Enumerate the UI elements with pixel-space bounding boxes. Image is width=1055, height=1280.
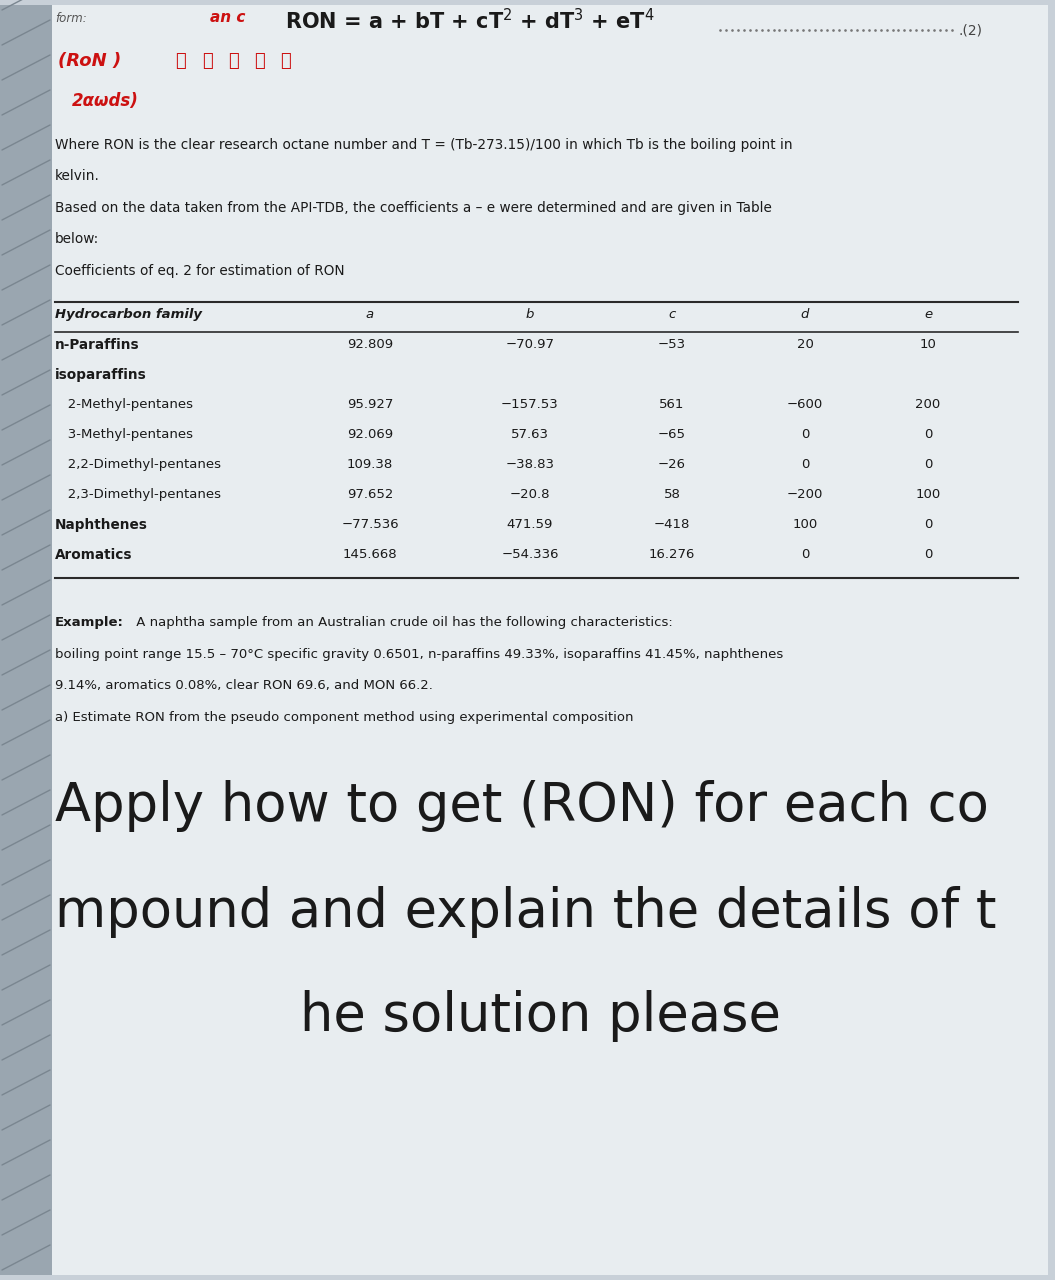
Text: an c: an c <box>210 10 246 26</box>
Text: 57.63: 57.63 <box>511 428 549 442</box>
Text: he solution please: he solution please <box>300 991 781 1042</box>
Text: 100: 100 <box>792 518 818 531</box>
Text: (RoN ): (RoN ) <box>58 52 121 70</box>
Text: e: e <box>924 308 932 321</box>
Text: below:: below: <box>55 233 99 247</box>
Text: −200: −200 <box>787 488 823 500</box>
Text: 95.927: 95.927 <box>347 398 394 411</box>
Text: boiling point range 15.5 – 70°C specific gravity 0.6501, n-paraffins 49.33%, iso: boiling point range 15.5 – 70°C specific… <box>55 648 783 660</box>
Text: −77.536: −77.536 <box>341 518 399 531</box>
Text: 200: 200 <box>916 398 941 411</box>
Text: 2,3-Dimethyl-pentanes: 2,3-Dimethyl-pentanes <box>55 488 220 500</box>
Text: b: b <box>525 308 534 321</box>
Text: 0: 0 <box>801 548 809 561</box>
Text: mpound and explain the details of t: mpound and explain the details of t <box>55 886 997 937</box>
Text: 0: 0 <box>801 458 809 471</box>
Text: RON = a + bT + cT$^2$ + dT$^3$ + eT$^4$: RON = a + bT + cT$^2$ + dT$^3$ + eT$^4$ <box>285 8 655 33</box>
Text: 92.809: 92.809 <box>347 338 394 351</box>
Text: 9.14%, aromatics 0.08%, clear RON 69.6, and MON 66.2.: 9.14%, aromatics 0.08%, clear RON 69.6, … <box>55 678 433 692</box>
Text: −53: −53 <box>658 338 686 351</box>
Text: Ⓟ: Ⓟ <box>228 52 238 70</box>
Text: 0: 0 <box>924 428 933 442</box>
Text: .(2): .(2) <box>958 24 982 38</box>
Text: Ⓝ: Ⓝ <box>202 52 213 70</box>
Text: Where RON is the clear research octane number and T = (Tb-273.15)/100 in which T: Where RON is the clear research octane n… <box>55 138 792 152</box>
Text: Ⓝ: Ⓝ <box>175 52 186 70</box>
Text: Aromatics: Aromatics <box>55 548 133 562</box>
Text: −65: −65 <box>658 428 686 442</box>
Text: Naphthenes: Naphthenes <box>55 518 148 532</box>
Text: Coefficients of eq. 2 for estimation of RON: Coefficients of eq. 2 for estimation of … <box>55 264 345 278</box>
Text: 2,2-Dimethyl-pentanes: 2,2-Dimethyl-pentanes <box>55 458 220 471</box>
Text: 145.668: 145.668 <box>343 548 398 561</box>
Text: 2αωds): 2αωds) <box>72 92 139 110</box>
Text: Based on the data taken from the API-TDB, the coefficients a – e were determined: Based on the data taken from the API-TDB… <box>55 201 772 215</box>
Text: −600: −600 <box>787 398 823 411</box>
Text: −70.97: −70.97 <box>505 338 555 351</box>
Text: 2-Methyl-pentanes: 2-Methyl-pentanes <box>55 398 193 411</box>
Text: Hydrocarbon family: Hydrocarbon family <box>55 308 202 321</box>
Text: −26: −26 <box>658 458 686 471</box>
Text: 16.276: 16.276 <box>649 548 695 561</box>
Text: 92.069: 92.069 <box>347 428 394 442</box>
Text: 0: 0 <box>924 548 933 561</box>
Text: c: c <box>669 308 675 321</box>
Text: 561: 561 <box>659 398 685 411</box>
Text: 471.59: 471.59 <box>506 518 553 531</box>
Text: 20: 20 <box>797 338 813 351</box>
Text: 10: 10 <box>920 338 937 351</box>
Text: form:: form: <box>55 12 87 26</box>
Text: −157.53: −157.53 <box>501 398 559 411</box>
Text: Ⓝ: Ⓝ <box>254 52 265 70</box>
Text: Apply how to get (RON) for each co: Apply how to get (RON) for each co <box>55 781 989 832</box>
Text: 58: 58 <box>664 488 680 500</box>
Text: a: a <box>366 308 375 321</box>
Text: kelvin.: kelvin. <box>55 169 100 183</box>
Text: −54.336: −54.336 <box>501 548 559 561</box>
Text: Ⓐ: Ⓐ <box>280 52 291 70</box>
Text: Example:: Example: <box>55 616 123 628</box>
FancyBboxPatch shape <box>0 5 52 1275</box>
Text: a) Estimate RON from the pseudo component method using experimental composition: a) Estimate RON from the pseudo componen… <box>55 710 633 723</box>
Text: 0: 0 <box>801 428 809 442</box>
Text: −38.83: −38.83 <box>505 458 555 471</box>
Text: 0: 0 <box>924 458 933 471</box>
Text: n-Paraffins: n-Paraffins <box>55 338 139 352</box>
Text: isoparaffins: isoparaffins <box>55 369 147 381</box>
Text: d: d <box>801 308 809 321</box>
Text: 100: 100 <box>916 488 941 500</box>
Text: A naphtha sample from an Australian crude oil has the following characteristics:: A naphtha sample from an Australian crud… <box>132 616 673 628</box>
Text: −418: −418 <box>654 518 690 531</box>
Text: 97.652: 97.652 <box>347 488 394 500</box>
FancyBboxPatch shape <box>47 5 1048 1275</box>
Text: −20.8: −20.8 <box>510 488 551 500</box>
Text: 109.38: 109.38 <box>347 458 394 471</box>
Text: 3-Methyl-pentanes: 3-Methyl-pentanes <box>55 428 193 442</box>
Text: 0: 0 <box>924 518 933 531</box>
